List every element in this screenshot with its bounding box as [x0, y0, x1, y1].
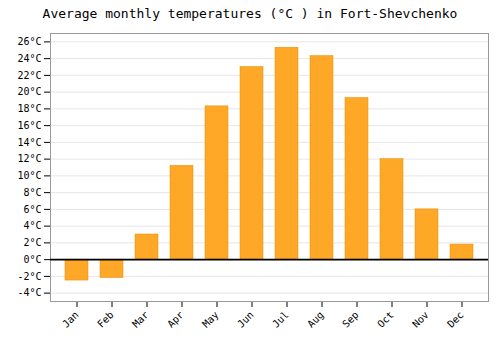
- svg-text:Dec: Dec: [445, 309, 466, 330]
- svg-text:Aug: Aug: [305, 309, 326, 330]
- svg-text:-4°C: -4°C: [17, 287, 41, 298]
- svg-text:Apr: Apr: [165, 309, 186, 330]
- svg-text:Oct: Oct: [375, 309, 396, 330]
- svg-text:10°C: 10°C: [17, 170, 41, 181]
- html-text:Average monthly temperatures (: Average monthly temperatures (°C ) in Fo…: [42, 6, 458, 21]
- svg-text:Jul: Jul: [270, 309, 291, 330]
- svg-text:Feb: Feb: [95, 309, 116, 330]
- svg-text:Jun: Jun: [235, 309, 256, 330]
- svg-text:14°C: 14°C: [17, 137, 41, 148]
- svg-text:6°C: 6°C: [23, 204, 41, 215]
- svg-text:Jan: Jan: [60, 309, 81, 330]
- svg-text:4°C: 4°C: [23, 220, 41, 231]
- svg-text:22°C: 22°C: [17, 70, 41, 81]
- svg-text:Nov: Nov: [410, 309, 431, 330]
- svg-text:-2°C: -2°C: [17, 271, 41, 282]
- svg-text:12°C: 12°C: [17, 153, 41, 164]
- svg-text:24°C: 24°C: [17, 53, 41, 64]
- svg-text:18°C: 18°C: [17, 103, 41, 114]
- svg-text:0°C: 0°C: [23, 254, 41, 265]
- svg-text:26°C: 26°C: [17, 36, 41, 47]
- svg-text:2°C: 2°C: [23, 237, 41, 248]
- svg-text:16°C: 16°C: [17, 120, 41, 131]
- svg-text:20°C: 20°C: [17, 86, 41, 97]
- svg-text:8°C: 8°C: [23, 187, 41, 198]
- svg-text:Mar: Mar: [130, 309, 151, 330]
- svg-text:Sep: Sep: [340, 309, 361, 330]
- svg-text:May: May: [200, 309, 221, 330]
